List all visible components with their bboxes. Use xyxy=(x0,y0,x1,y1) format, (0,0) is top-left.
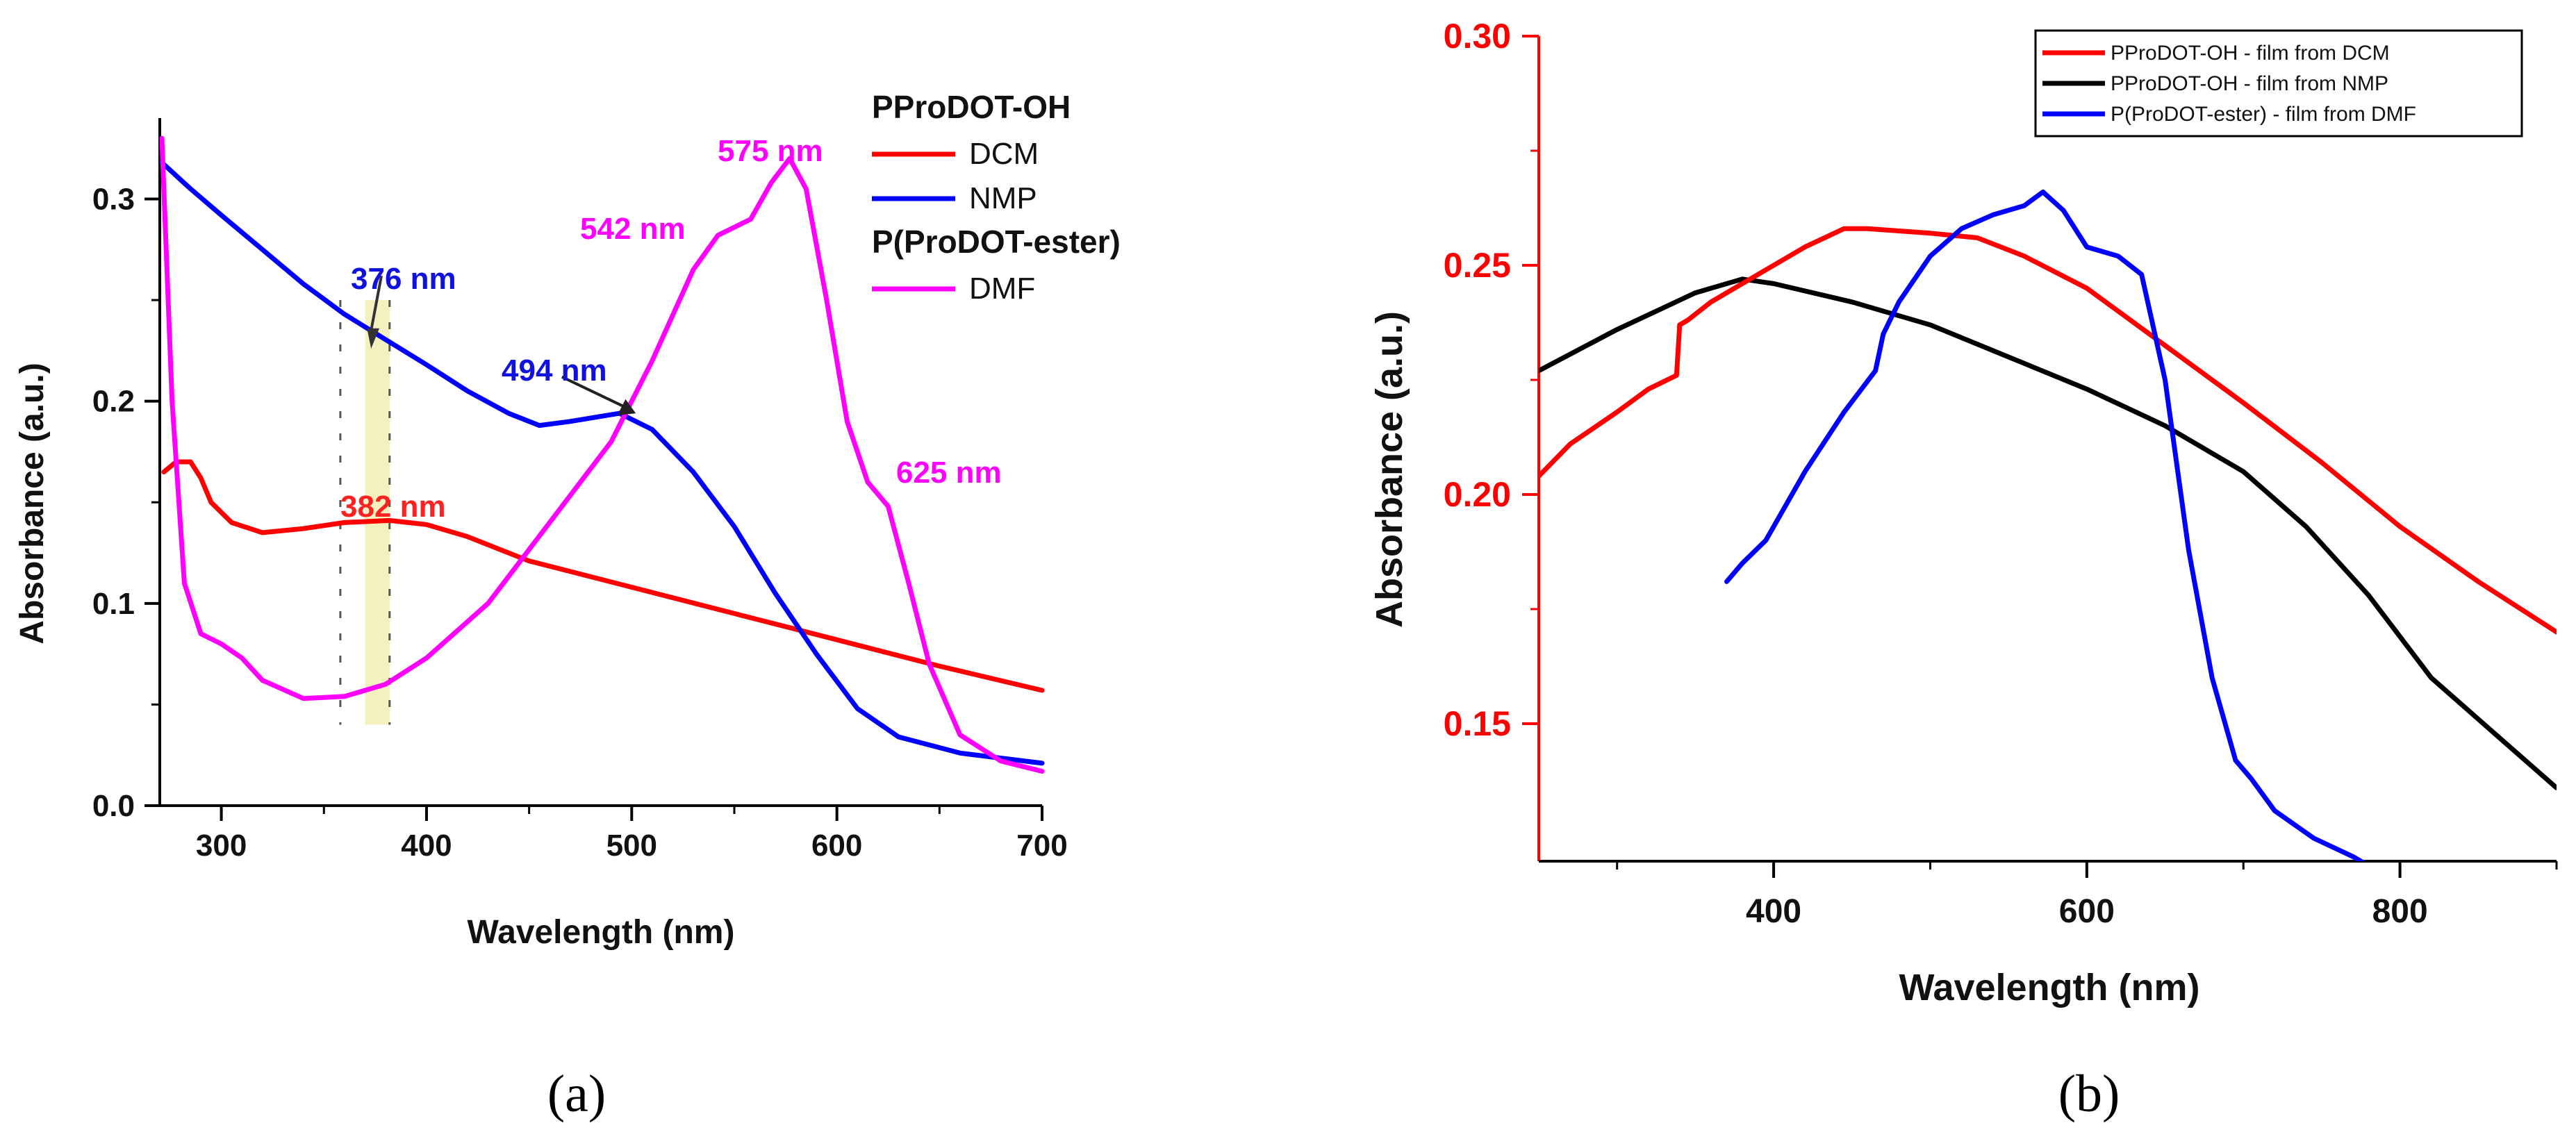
legend-entry-label: NMP xyxy=(969,181,1037,215)
legend-box xyxy=(2034,29,2523,138)
y-tick-label: 0.20 xyxy=(1444,475,1511,514)
legend-group-title: PProDOT-OH xyxy=(872,89,1071,125)
series-line-0 xyxy=(1539,226,2557,635)
annotation-arrowhead-494 xyxy=(617,399,636,415)
series-line-dcm xyxy=(161,459,1045,693)
legend-entry-label: DMF xyxy=(969,272,1035,306)
annotation-label: 625 nm xyxy=(896,456,1002,490)
x-tick-label: 500 xyxy=(606,829,657,863)
panel-b-caption: (b) xyxy=(2058,1065,2120,1123)
y-tick-label: 0.3 xyxy=(92,182,135,216)
y-tick-label: 0.0 xyxy=(92,789,135,823)
legend-entry-label: PProDOT-OH - film from DCM xyxy=(2111,42,2390,65)
x-tick-label: 400 xyxy=(401,829,452,863)
x-tick-label: 600 xyxy=(811,829,862,863)
x-tick-label: 300 xyxy=(196,829,247,863)
y-tick-label: 0.1 xyxy=(92,587,135,621)
x-tick-label: 600 xyxy=(2059,893,2115,930)
panel-a-chart: 300 400 500 600 700 0.0 0.1 0.2 0.3 Wavelength (n… xyxy=(14,89,1121,1123)
annotation-label: 376 nm xyxy=(351,262,456,296)
legend-entry-label: PProDOT-OH - film from NMP xyxy=(2111,72,2388,95)
series-line-1 xyxy=(1539,276,2557,790)
highlight-band xyxy=(365,300,390,725)
annotation-arrow-494 xyxy=(561,375,631,411)
y-axis-label: Absorbance (a.u.) xyxy=(1369,311,1410,628)
y-axis-label: Absorbance (a.u.) xyxy=(14,363,51,644)
annotation-arrow-376 xyxy=(370,275,383,331)
annotation-label: 494 nm xyxy=(502,354,607,388)
y-tick-label: 0.2 xyxy=(92,385,135,419)
annotation-label: 542 nm xyxy=(580,212,686,246)
x-axis-label: Wavelength (nm) xyxy=(468,914,735,951)
x-axis-label: Wavelength (nm) xyxy=(1899,967,2199,1008)
x-tick-label: 700 xyxy=(1016,829,1067,863)
panel-b-chart: 400 600 800 0.15 0.20 0.25 0.30 Wavelength (nm)… xyxy=(1369,17,2558,1123)
legend-entry-label: DCM xyxy=(969,137,1039,171)
legend-entry-label: P(ProDOT-ester) - film from DMF xyxy=(2111,103,2416,126)
x-tick-label: 800 xyxy=(2372,893,2428,930)
annotation-label: 575 nm xyxy=(718,134,823,168)
legend-group-title: P(ProDOT-ester) xyxy=(872,224,1121,260)
series-line-2 xyxy=(1724,189,2366,861)
y-tick-label: 0.30 xyxy=(1444,17,1511,56)
y-tick-label: 0.15 xyxy=(1444,704,1511,743)
panel-a-caption: (a) xyxy=(547,1065,606,1123)
y-tick-label: 0.25 xyxy=(1444,246,1511,285)
x-tick-label: 400 xyxy=(1746,893,1801,930)
annotation-arrowhead-376 xyxy=(367,328,379,349)
annotation-label: 382 nm xyxy=(340,490,446,524)
series-line-nmp xyxy=(159,160,1045,766)
series-line-dmf xyxy=(159,135,1045,774)
